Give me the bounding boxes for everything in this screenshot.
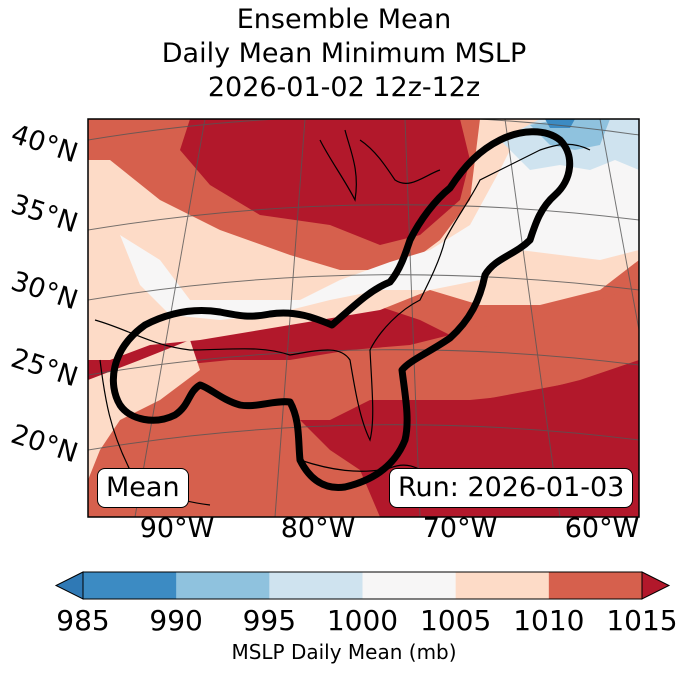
colorbar-segment — [455, 572, 550, 599]
title-line-2: Daily Mean Minimum MSLP — [161, 38, 527, 69]
colorbar-tick: 1015 — [606, 604, 678, 637]
colorbar-tick: 995 — [242, 604, 297, 637]
title-line-3: 2026-01-02 12z-12z — [207, 72, 481, 103]
colorbar-tick: 1000 — [326, 604, 399, 637]
mean-contour — [109, 128, 574, 492]
colorbar-tick: 990 — [149, 604, 203, 637]
mean-label: Mean — [97, 468, 189, 508]
colorbar-segment — [362, 572, 457, 599]
colorbar-segment — [269, 572, 363, 599]
colorbar-segment — [176, 572, 270, 599]
colorbar-segment — [548, 572, 643, 599]
lon-label-80w: 80°W — [280, 513, 356, 544]
lon-label-60w: 60°W — [564, 513, 640, 544]
colorbar-label: MSLP Daily Mean (mb) — [231, 640, 457, 664]
colorbar-tick: 1010 — [513, 604, 585, 637]
lon-label-70w: 70°W — [422, 513, 498, 544]
run-date-label: Run: 2026-01-03 — [389, 468, 634, 508]
colorbar-tick: 1005 — [420, 604, 492, 637]
title-line-1: Ensemble Mean — [236, 4, 452, 35]
colorbar-segment — [83, 572, 177, 599]
colorbar-tick: 985 — [56, 604, 110, 637]
lon-label-90w: 90°W — [139, 513, 215, 544]
